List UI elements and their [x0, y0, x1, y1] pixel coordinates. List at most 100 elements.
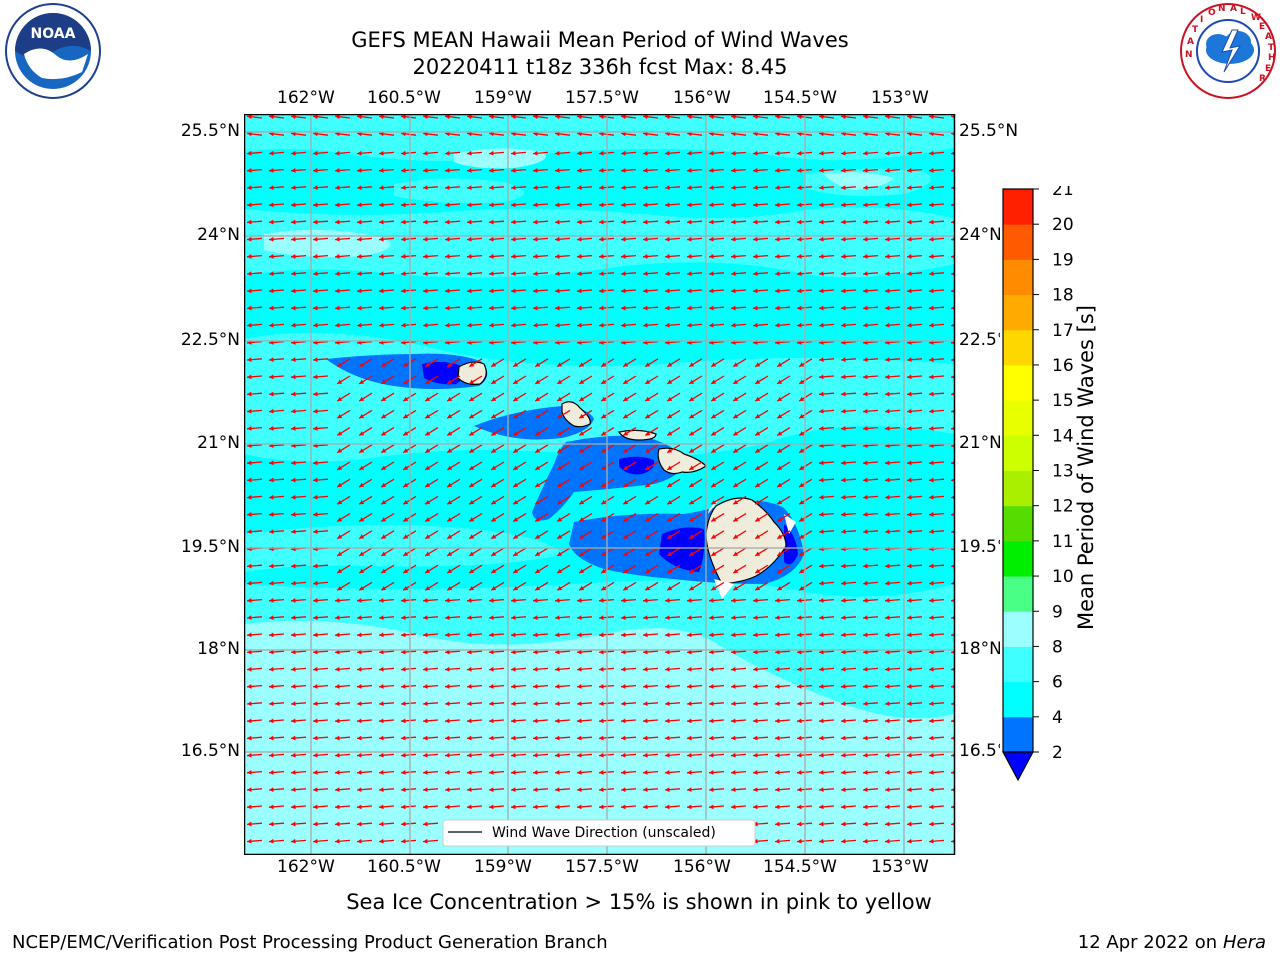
wave-arrow-head: [247, 529, 252, 535]
wave-arrow-head: [643, 804, 648, 810]
wave-arrow-head: [885, 408, 890, 414]
wave-arrow-head: [777, 517, 783, 522]
wave-arrow-head: [907, 649, 912, 655]
wave-arrow-head: [335, 649, 340, 655]
wave-arrow-head: [401, 168, 406, 173]
colorbar-tick-label: 6: [1052, 673, 1063, 693]
wave-arrow-head: [291, 804, 296, 810]
wave-arrow-head: [313, 426, 318, 431]
wave-arrow-head: [469, 431, 475, 436]
wave-arrow-head: [819, 735, 824, 741]
wave-arrow-head: [423, 684, 428, 689]
wave-arrow-head: [447, 431, 453, 436]
wave-arrow-head: [381, 379, 387, 384]
wave-arrow-head: [291, 735, 296, 741]
wave-arrow-head: [513, 551, 519, 556]
wave-arrow-head: [511, 168, 516, 173]
wave-arrow-head: [357, 804, 362, 810]
wave-arrow-head: [359, 499, 365, 505]
wave-arrow-head: [667, 534, 673, 539]
wave-arrow-head: [269, 598, 274, 603]
wave-arrow-head: [469, 482, 475, 488]
wave-arrow-head: [819, 701, 824, 707]
wave-arrow-head: [929, 615, 934, 621]
wave-arrow-head: [335, 305, 340, 311]
wave-arrow-head: [643, 718, 648, 724]
wave-arrow-head: [687, 271, 692, 277]
wave-arrow-head: [731, 632, 736, 638]
wave-arrow-head: [291, 787, 296, 793]
wave-arrow-head: [425, 482, 431, 488]
wave-arrow-head: [511, 150, 516, 156]
wave-arrow-head: [951, 581, 954, 585]
wave-arrow-head: [291, 271, 296, 277]
wave-arrow-head: [535, 431, 541, 436]
svg-text:NOAA: NOAA: [31, 26, 76, 42]
wave-arrow-head: [513, 448, 519, 453]
wave-arrow-head: [863, 718, 868, 724]
wave-arrow-head: [907, 408, 912, 414]
wave-arrow-head: [687, 770, 692, 775]
wave-arrow-head: [929, 598, 934, 603]
wave-arrow-head: [533, 666, 538, 672]
wave-arrow-head: [401, 288, 406, 294]
wave-arrow-head: [863, 254, 868, 259]
wave-arrow-head: [577, 305, 582, 311]
wave-arrow-head: [775, 666, 780, 672]
wave-arrow-head: [489, 632, 494, 638]
wave-arrow-head: [929, 494, 934, 500]
wave-arrow-head: [601, 568, 607, 574]
wave-arrow-head: [357, 271, 362, 277]
wave-arrow-head: [621, 271, 626, 277]
wave-arrow-head: [777, 448, 783, 453]
svg-text:H: H: [1268, 53, 1276, 63]
wave-arrow-head: [469, 448, 475, 453]
wave-arrow-head: [577, 787, 582, 793]
wave-arrow-head: [665, 150, 670, 156]
wave-arrow-head: [709, 684, 714, 689]
wave-arrow-head: [687, 666, 692, 672]
wave-arrow-head: [357, 114, 362, 120]
wave-arrow-head: [423, 718, 428, 724]
wave-arrow-head: [841, 460, 846, 466]
wave-arrow-head: [709, 305, 714, 311]
kauai-island: [457, 361, 487, 385]
wave-arrow-head: [445, 150, 450, 156]
wave-arrow-head: [425, 448, 431, 453]
wave-arrow-head: [621, 752, 626, 758]
wave-arrow-head: [513, 534, 519, 539]
wave-arrow-head: [819, 219, 824, 225]
wave-arrow-head: [577, 718, 582, 724]
wave-arrow-head: [269, 477, 274, 483]
wind-wave-arrows: [246, 114, 954, 844]
wave-arrow-head: [863, 804, 868, 810]
wave-arrow-head: [447, 379, 453, 384]
wave-arrow-head: [535, 396, 541, 402]
wave-arrow-head: [753, 168, 758, 173]
wave-arrow-head: [445, 649, 450, 655]
wave-arrow-head: [687, 752, 692, 758]
wave-arrow-head: [579, 413, 585, 419]
wave-arrow-head: [777, 379, 783, 384]
wave-arrow-head: [357, 254, 362, 259]
wave-arrow-head: [863, 838, 868, 844]
wave-arrow-head: [665, 598, 670, 603]
wave-arrow-head: [533, 288, 538, 294]
wave-arrow-head: [269, 305, 274, 311]
wave-arrow-head: [885, 185, 890, 191]
wave-arrow-head: [577, 649, 582, 655]
wave-arrow-head: [687, 288, 692, 294]
wave-arrow-head: [269, 202, 274, 208]
wave-arrow-head: [951, 375, 954, 379]
wave-arrow-head: [863, 322, 868, 328]
wave-arrow-head: [269, 563, 274, 569]
wave-arrow-head: [907, 185, 912, 191]
wave-arrow-head: [313, 770, 318, 775]
lat-labels-left: 25.5°N 24°N 22.5°N 21°N 19.5°N 18°N 16.5…: [150, 114, 240, 855]
wave-arrow-head: [665, 770, 670, 775]
lon-label: 154.5°W: [763, 88, 837, 108]
wave-arrow-head: [291, 426, 296, 431]
wave-arrow-head: [645, 379, 651, 384]
wave-arrow-head: [381, 534, 387, 539]
wave-arrow-head: [381, 585, 387, 591]
